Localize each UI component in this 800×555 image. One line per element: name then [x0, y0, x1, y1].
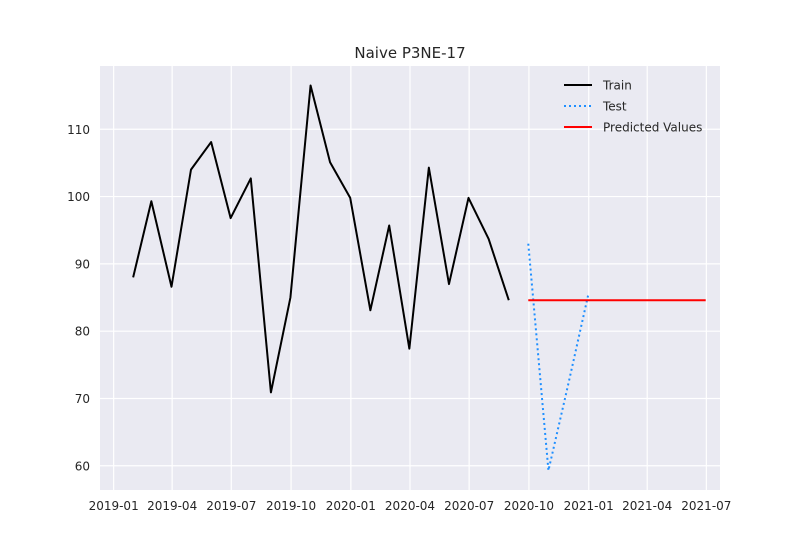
- x-tick-label: 2020-07: [444, 499, 494, 513]
- y-tick-label: 70: [75, 392, 90, 406]
- x-tick-label: 2020-04: [385, 499, 435, 513]
- x-tick-label: 2021-04: [622, 499, 672, 513]
- legend-label-train: Train: [602, 79, 632, 93]
- y-tick-label: 100: [67, 190, 90, 204]
- x-tick-label: 2019-04: [147, 499, 197, 513]
- x-tick-label: 2021-07: [681, 499, 731, 513]
- y-tick-label: 90: [75, 257, 90, 271]
- legend: Train Test Predicted Values: [564, 79, 702, 135]
- series-layer: [132, 84, 706, 472]
- y-tick-label: 80: [75, 325, 90, 339]
- x-tick-label: 2020-01: [326, 499, 376, 513]
- y-tick-label: 60: [75, 459, 90, 473]
- legend-label-predicted-values: Predicted Values: [603, 121, 702, 135]
- series-line-test: [527, 243, 590, 472]
- x-tick-label: 2020-10: [504, 499, 554, 513]
- chart-title: Naive P3NE-17: [354, 44, 465, 62]
- series-line-train: [132, 84, 510, 394]
- y-tick-labels: 60 70 80 90 100 110: [67, 123, 90, 474]
- x-tick-label: 2021-01: [564, 499, 614, 513]
- x-tick-label: 2019-10: [266, 499, 316, 513]
- legend-label-test: Test: [602, 100, 627, 114]
- grid-lines: [100, 66, 720, 490]
- x-tick-label: 2019-01: [89, 499, 139, 513]
- x-tick-labels: 2019-01 2019-04 2019-07 2019-10 2020-01 2020-…: [89, 499, 732, 513]
- x-tick-label: 2019-07: [206, 499, 256, 513]
- y-tick-label: 110: [67, 123, 90, 137]
